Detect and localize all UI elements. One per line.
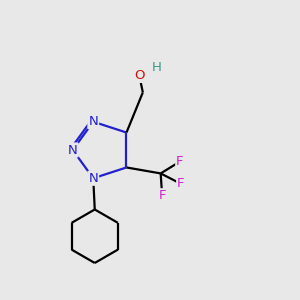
Text: F: F bbox=[177, 177, 184, 190]
Text: N: N bbox=[88, 115, 98, 128]
Text: F: F bbox=[158, 189, 166, 202]
Text: O: O bbox=[134, 69, 145, 82]
Text: F: F bbox=[176, 155, 184, 168]
Text: N: N bbox=[88, 172, 98, 185]
Text: H: H bbox=[151, 61, 161, 74]
Text: N: N bbox=[68, 143, 78, 157]
